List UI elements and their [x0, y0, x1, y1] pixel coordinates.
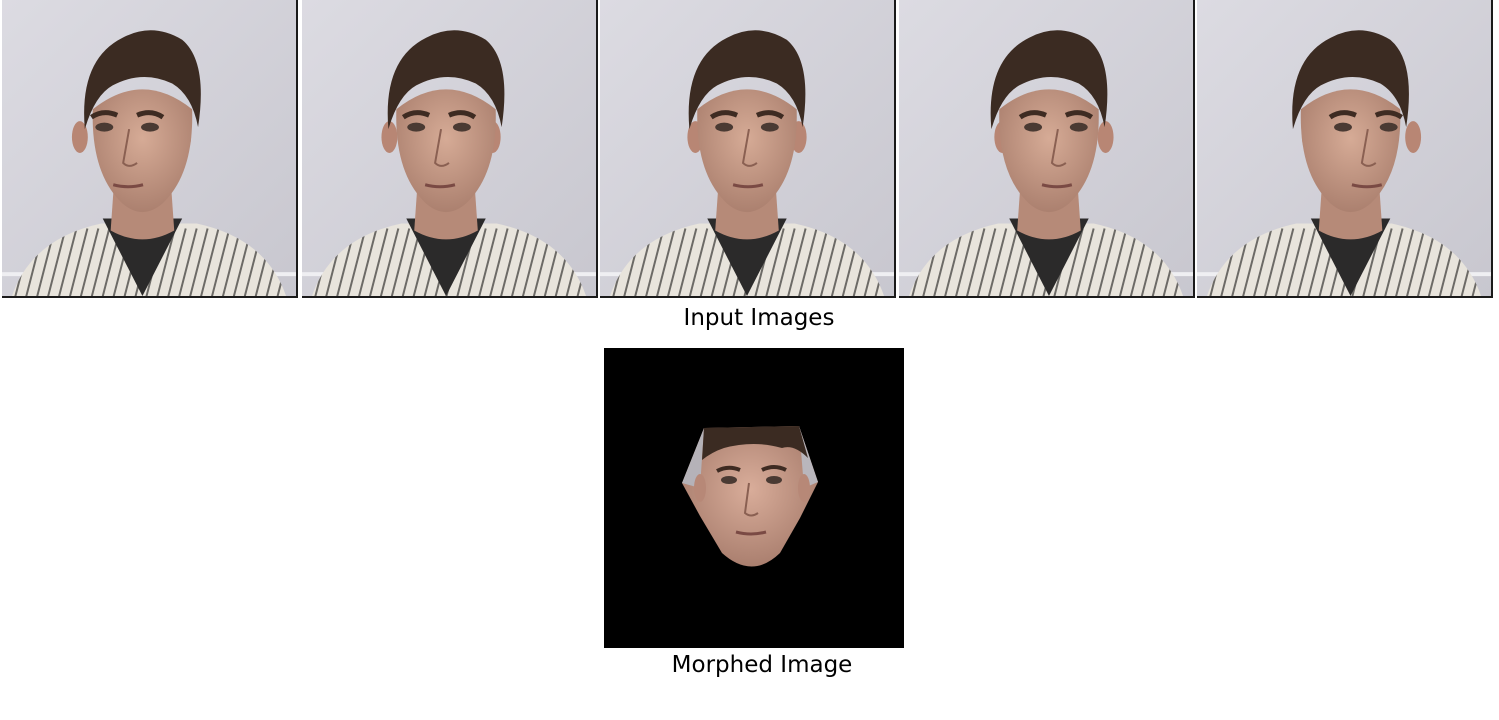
portrait-2 [302, 0, 596, 296]
morphed-image [604, 348, 904, 648]
portrait-5 [1197, 0, 1491, 296]
morphed-image-caption: Morphed Image [671, 652, 853, 678]
input-image-1 [2, 0, 298, 298]
input-image-3 [600, 0, 896, 298]
input-images-caption: Input Images [683, 305, 835, 331]
input-image-4 [899, 0, 1195, 298]
portrait-1 [2, 0, 296, 296]
morphed-face-svg [682, 426, 818, 567]
input-image-2 [302, 0, 598, 298]
morphed-face [682, 426, 818, 567]
input-images-row [0, 0, 1499, 300]
portrait-3 [600, 0, 894, 296]
input-image-5 [1197, 0, 1493, 298]
portrait-4 [899, 0, 1193, 296]
morphed-hair [702, 426, 808, 460]
